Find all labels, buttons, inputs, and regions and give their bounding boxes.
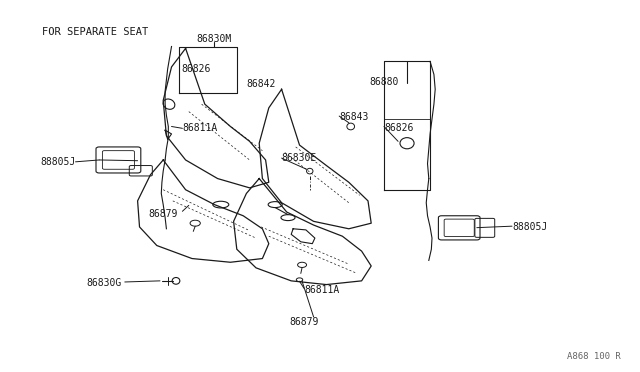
Text: 86879: 86879 xyxy=(289,317,319,327)
Text: 86842: 86842 xyxy=(246,79,276,89)
Text: 86830E: 86830E xyxy=(282,153,317,163)
Text: 86811A: 86811A xyxy=(304,285,339,295)
Text: 86879: 86879 xyxy=(148,209,178,219)
Text: A868 100 R: A868 100 R xyxy=(567,352,621,361)
Text: 88805J: 88805J xyxy=(512,222,547,232)
Text: 86826: 86826 xyxy=(181,64,211,74)
Text: 86843: 86843 xyxy=(339,112,369,122)
Text: 86830G: 86830G xyxy=(86,279,122,288)
Text: 86830M: 86830M xyxy=(196,34,232,44)
Text: 86811A: 86811A xyxy=(182,124,218,133)
Text: 88805J: 88805J xyxy=(40,157,76,167)
Text: FOR SEPARATE SEAT: FOR SEPARATE SEAT xyxy=(42,27,148,36)
Text: 86826: 86826 xyxy=(384,124,413,133)
Text: 86880: 86880 xyxy=(369,77,399,87)
